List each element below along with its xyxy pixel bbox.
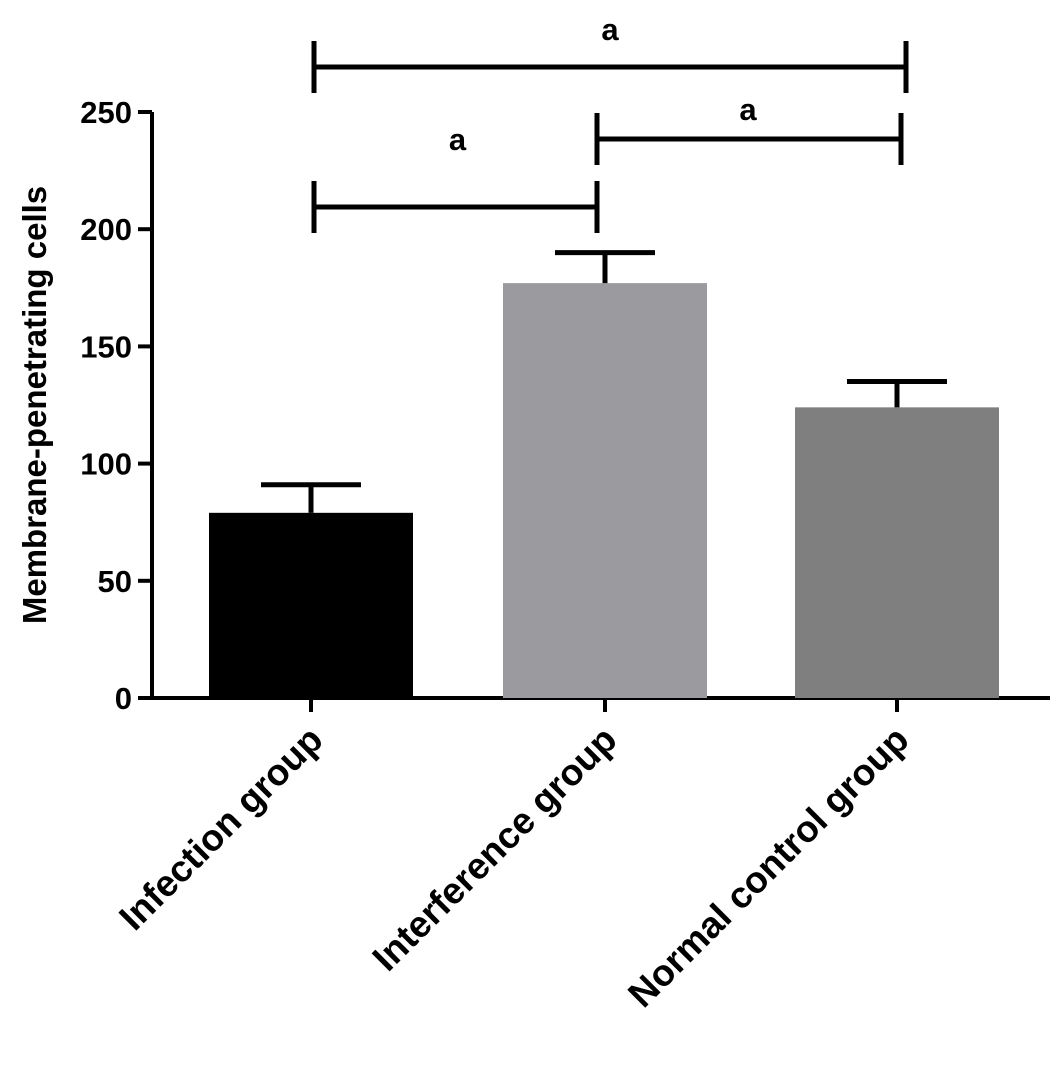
significance-label: a xyxy=(739,92,757,127)
y-tick-label: 50 xyxy=(98,564,132,599)
y-axis-title: Membrane-penetrating cells xyxy=(16,186,53,624)
x-category-label: Infection group xyxy=(111,719,330,938)
bar xyxy=(209,512,413,698)
y-ticks: 0 50 100 150 200 250 xyxy=(80,95,152,716)
y-tick-label: 250 xyxy=(80,95,132,130)
significance-label: a xyxy=(601,12,619,47)
x-category-label: Normal control group xyxy=(620,719,916,1015)
bars xyxy=(209,283,999,698)
significance-brackets: a a a xyxy=(311,12,909,233)
y-tick-label: 0 xyxy=(115,681,132,716)
y-tick-label: 100 xyxy=(80,447,132,482)
x-category-labels: Infection group Interference groupNormal … xyxy=(111,698,917,1015)
y-tick-label: 150 xyxy=(80,329,132,364)
error-bars xyxy=(261,250,947,513)
x-category-label: Interference group xyxy=(365,719,625,979)
bar xyxy=(795,407,999,698)
bar xyxy=(503,283,707,698)
significance-label: a xyxy=(449,122,467,157)
y-tick-label: 200 xyxy=(80,212,132,247)
